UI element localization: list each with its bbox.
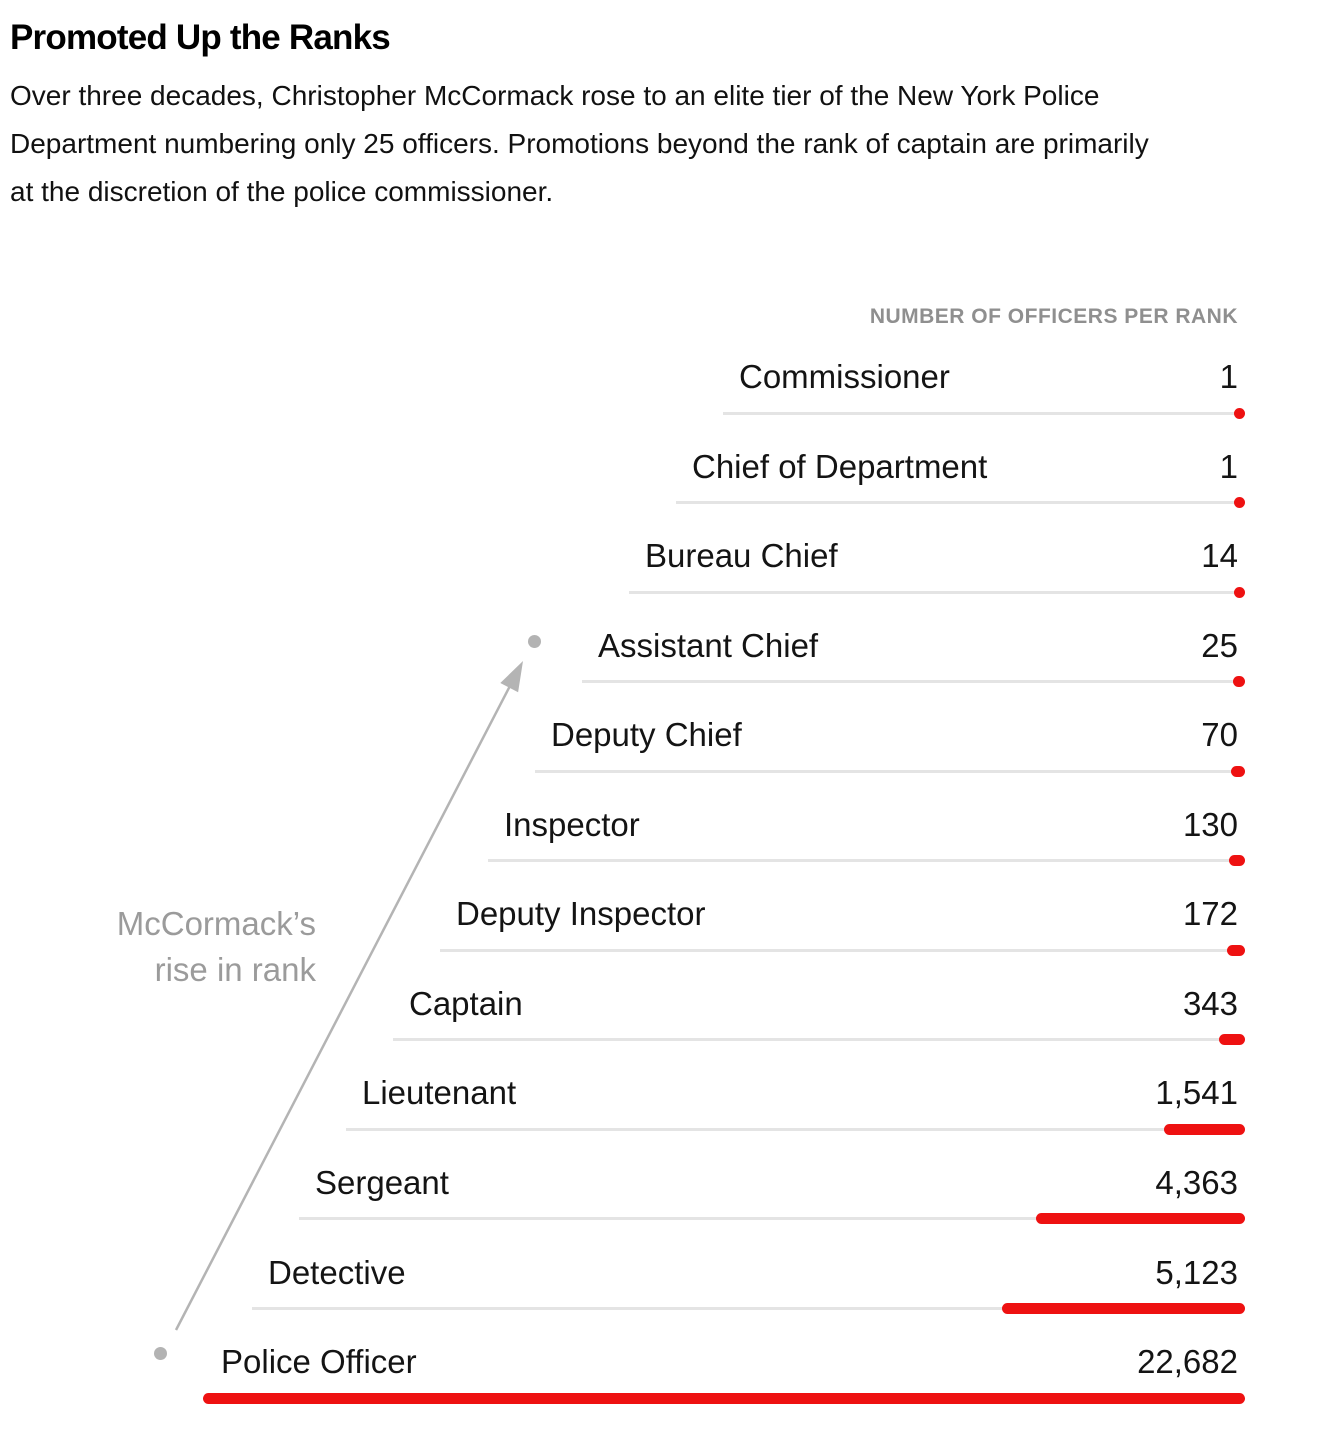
rank-count: 25 bbox=[1201, 626, 1238, 664]
rise-end-marker-dot bbox=[527, 634, 541, 648]
count-bar bbox=[1001, 1303, 1246, 1314]
rank-count: 5,123 bbox=[1155, 1253, 1238, 1291]
count-bar bbox=[1233, 586, 1246, 598]
rank-count: 4,363 bbox=[1155, 1163, 1238, 1201]
count-bar bbox=[203, 1392, 1246, 1404]
column-header: NUMBER OF OFFICERS PER RANK bbox=[869, 305, 1238, 328]
count-bar bbox=[1218, 1034, 1246, 1046]
rank-label: Lieutenant bbox=[362, 1074, 517, 1112]
rank-label: Sergeant bbox=[315, 1163, 449, 1201]
rank-label: Chief of Department bbox=[692, 447, 988, 485]
rise-annotation-line-2: rise in rank bbox=[154, 951, 316, 988]
rank-label: Deputy Chief bbox=[551, 716, 742, 754]
count-bar bbox=[1233, 676, 1246, 688]
row-baseline bbox=[629, 590, 1240, 594]
rank-count: 70 bbox=[1201, 716, 1238, 754]
rise-annotation-line-1: McCormack’s bbox=[116, 905, 316, 942]
rank-count: 14 bbox=[1201, 537, 1238, 575]
rank-label: Assistant Chief bbox=[598, 626, 819, 664]
row-baseline bbox=[676, 501, 1240, 505]
subtitle-line-2: Department numbering only 25 officers. P… bbox=[10, 128, 1149, 159]
row-baseline bbox=[299, 1217, 1240, 1221]
rank-count: 1,541 bbox=[1155, 1074, 1238, 1112]
subtitle-line-1: Over three decades, Christopher McCormac… bbox=[10, 80, 1100, 111]
count-bar bbox=[1226, 944, 1246, 956]
count-bar bbox=[1036, 1213, 1246, 1225]
row-baseline bbox=[393, 1038, 1240, 1042]
rank-label: Deputy Inspector bbox=[456, 895, 706, 933]
row-baseline bbox=[488, 859, 1240, 863]
row-baseline bbox=[582, 680, 1240, 684]
rank-label: Commissioner bbox=[739, 358, 950, 395]
row-baseline bbox=[440, 948, 1240, 952]
rise-start-marker-dot bbox=[153, 1346, 167, 1360]
count-bar bbox=[1234, 407, 1246, 419]
row-baseline bbox=[252, 1307, 1240, 1310]
rank-count: 130 bbox=[1182, 805, 1238, 843]
rank-label: Police Officer bbox=[221, 1343, 417, 1381]
rank-label: Inspector bbox=[504, 805, 640, 843]
count-bar bbox=[1228, 855, 1246, 867]
rank-count: 22,682 bbox=[1137, 1343, 1238, 1381]
rise-arrowhead bbox=[500, 661, 523, 693]
rank-count: 172 bbox=[1182, 895, 1238, 933]
count-bar bbox=[1164, 1123, 1246, 1135]
row-baseline bbox=[346, 1127, 1240, 1131]
count-bar bbox=[1234, 497, 1246, 509]
rank-count: 343 bbox=[1182, 984, 1238, 1022]
row-baseline bbox=[535, 769, 1240, 773]
rank-count: 1 bbox=[1219, 447, 1238, 485]
rank-label: Detective bbox=[268, 1253, 406, 1291]
rank-label: Captain bbox=[409, 984, 523, 1022]
rise-annotation: McCormack’s rise in rank bbox=[117, 901, 316, 993]
rank-count: 1 bbox=[1219, 358, 1238, 395]
chart-subtitle: Over three decades, Christopher McCormac… bbox=[10, 72, 1149, 216]
subtitle-line-3: at the discretion of the police commissi… bbox=[10, 176, 554, 207]
rank-label: Bureau Chief bbox=[645, 537, 838, 575]
row-baseline bbox=[723, 411, 1240, 415]
chart-title: Promoted Up the Ranks bbox=[10, 18, 391, 57]
count-bar bbox=[1231, 765, 1246, 777]
